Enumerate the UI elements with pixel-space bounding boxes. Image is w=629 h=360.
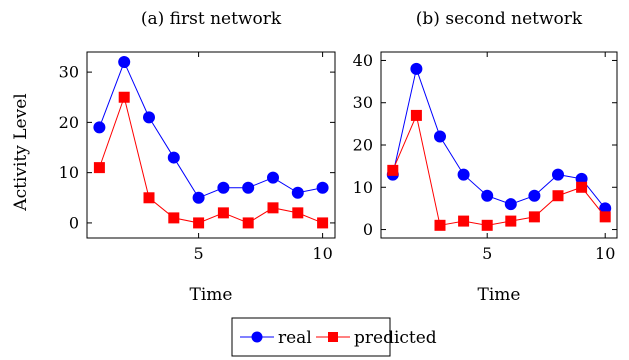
data-point-predicted (410, 109, 422, 121)
x-tick-label: 5 (482, 244, 492, 263)
data-point-predicted (387, 164, 399, 176)
series-line-real (392, 67, 606, 209)
data-point-predicted (267, 202, 279, 214)
x-axis-label: Time (190, 285, 233, 305)
data-point-real (143, 111, 155, 124)
legend-marker-predicted (328, 332, 338, 342)
y-tick-label: 30 (353, 93, 373, 112)
x-tick-label: 10 (595, 244, 615, 263)
data-point-predicted (118, 91, 130, 103)
data-point-predicted (168, 212, 180, 224)
data-point-predicted (317, 217, 329, 229)
legend-marker-real (251, 331, 263, 343)
data-point-predicted (599, 211, 611, 223)
data-point-predicted (242, 217, 254, 229)
data-point-real (217, 181, 230, 194)
data-point-predicted (576, 181, 588, 193)
data-point-real (410, 62, 423, 75)
data-point-real (552, 168, 564, 181)
legend: real predicted (231, 317, 437, 357)
data-point-predicted (528, 211, 540, 223)
data-point-predicted (481, 219, 493, 231)
series-line-predicted (98, 95, 323, 224)
chart-panel-second-network: (b) second network 5 10 0 10 20 30 40 Time (353, 9, 618, 305)
data-point-real (434, 130, 446, 143)
y-tick-label: 0 (363, 220, 373, 239)
data-point-predicted (217, 207, 229, 219)
y-tick-label: 30 (59, 63, 79, 82)
data-point-real (457, 168, 470, 181)
y-tick-label: 40 (353, 51, 373, 70)
data-point-real (481, 189, 494, 202)
y-tick-label: 20 (59, 113, 79, 132)
data-point-predicted (505, 215, 517, 227)
legend-label-real: real (278, 328, 312, 348)
y-tick-label: 10 (353, 178, 373, 197)
data-point-predicted (193, 217, 205, 229)
data-point-real (316, 181, 329, 194)
data-point-predicted (434, 219, 446, 231)
data-point-predicted (292, 207, 304, 219)
y-tick-label: 0 (69, 213, 79, 232)
chart-panel-first-network: (a) first network 5 10 0 10 20 30 Time (59, 9, 336, 305)
data-point-real (242, 181, 255, 194)
data-point-predicted (93, 162, 105, 174)
plot-frame (86, 51, 336, 239)
data-point-real (528, 189, 541, 202)
legend-label-predicted: predicted (354, 328, 437, 348)
x-tick-label: 10 (312, 244, 332, 263)
data-point-real (192, 191, 205, 204)
data-point-real (291, 186, 304, 199)
x-tick-label: 5 (194, 244, 204, 263)
series-line-predicted (392, 113, 606, 226)
y-tick-label: 10 (59, 163, 79, 182)
data-point-real (93, 121, 106, 134)
series-line-real (98, 60, 323, 199)
chart-title: (b) second network (416, 9, 583, 29)
plot-frame (380, 51, 618, 239)
data-point-real (118, 56, 131, 69)
y-axis-label: Activity Level (11, 93, 31, 211)
data-point-predicted (552, 190, 564, 202)
data-point-predicted (143, 192, 155, 204)
x-axis-label: Time (478, 285, 521, 305)
y-tick-label: 20 (353, 136, 373, 155)
data-point-real (267, 171, 279, 184)
chart-title: (a) first network (141, 9, 282, 29)
data-point-real (167, 151, 180, 164)
data-point-real (504, 198, 517, 211)
data-point-predicted (458, 215, 470, 227)
